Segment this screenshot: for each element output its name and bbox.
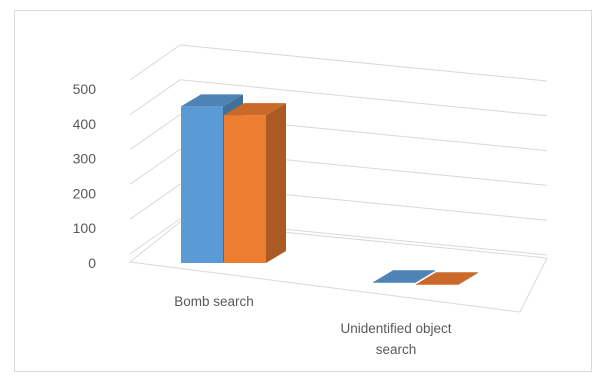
- bar-1-1-front: [416, 284, 458, 285]
- bar-0-0-top: [181, 94, 243, 107]
- y-tick-label: 300: [73, 151, 97, 167]
- gridline-depth: [129, 79, 181, 116]
- bar-1-1-top: [416, 272, 478, 285]
- gridline-depth: [129, 44, 181, 81]
- bar-1-0-side: [415, 270, 435, 283]
- y-tick-label: 200: [73, 185, 97, 201]
- bar-1-0-front: [373, 282, 415, 283]
- y-tick-label: 0: [88, 255, 96, 271]
- y-tick-label: 100: [73, 220, 97, 236]
- gridline-depth: [129, 183, 181, 220]
- bar-0-1-front: [224, 115, 266, 263]
- bar-1-1-side: [458, 272, 478, 285]
- gridline: [179, 79, 548, 117]
- x-category-label: Unidentified object: [340, 321, 451, 336]
- gridline-depth: [129, 114, 181, 151]
- gridline: [179, 44, 548, 82]
- y-tick-label: 500: [73, 81, 97, 97]
- x-category-label: search: [376, 342, 417, 357]
- x-category-label: Bomb search: [174, 294, 254, 309]
- floor-plane: [128, 221, 548, 313]
- gridline-depth: [129, 148, 181, 185]
- bar-1-0-top: [373, 270, 435, 283]
- gridline-depth: [129, 218, 181, 255]
- y-tick-label: 400: [73, 116, 97, 132]
- bar-0-1-top: [224, 103, 286, 116]
- bar-0-1-side: [266, 103, 286, 263]
- bar-0-0-front: [181, 106, 223, 264]
- chart-frame: [14, 10, 592, 372]
